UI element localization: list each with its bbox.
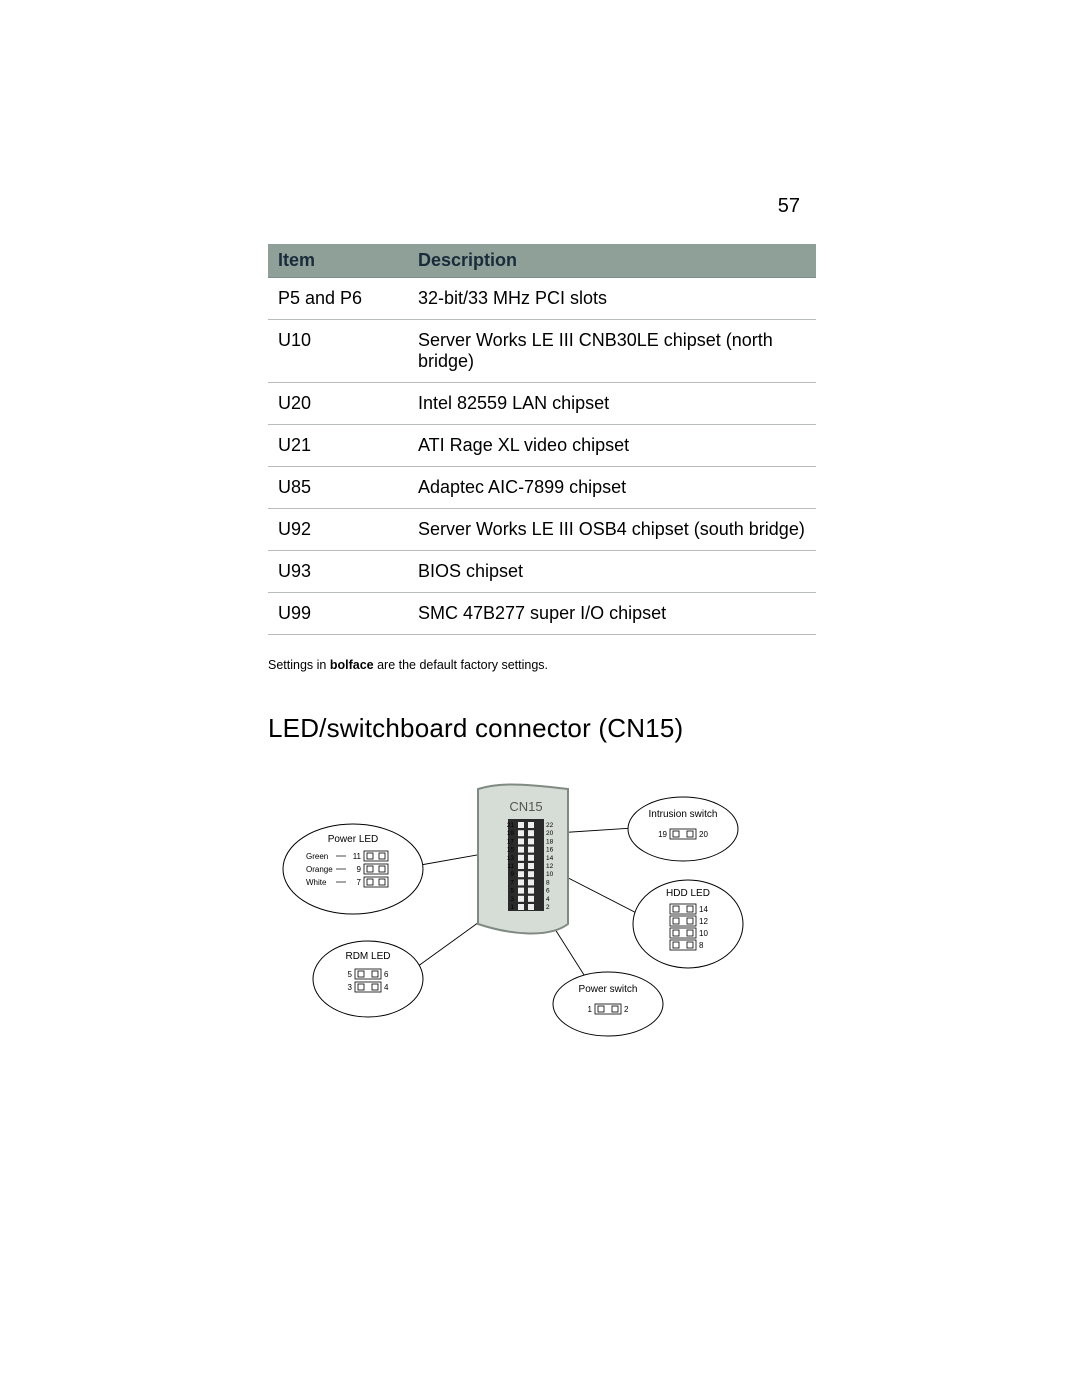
svg-text:3: 3 (510, 895, 514, 902)
svg-text:5: 5 (348, 970, 353, 979)
svg-text:10: 10 (546, 871, 554, 878)
svg-text:14: 14 (546, 854, 554, 861)
table-row: P5 and P632-bit/33 MHz PCI slots (268, 278, 816, 320)
cell-item: U21 (268, 425, 408, 467)
cell-item: U20 (268, 383, 408, 425)
cell-item: U85 (268, 467, 408, 509)
table-row: U21ATI Rage XL video chipset (268, 425, 816, 467)
svg-text:21: 21 (507, 822, 515, 829)
header-description: Description (408, 244, 816, 278)
svg-text:6: 6 (546, 887, 550, 894)
footnote-prefix: Settings in (268, 658, 330, 672)
footnote-bold: bolface (330, 658, 374, 672)
svg-text:1: 1 (588, 1005, 593, 1014)
svg-text:22: 22 (546, 822, 554, 829)
svg-text:2: 2 (624, 1005, 629, 1014)
cell-item: U92 (268, 509, 408, 551)
cell-item: U10 (268, 320, 408, 383)
svg-text:2: 2 (546, 904, 550, 911)
table-row: U92Server Works LE III OSB4 chipset (sou… (268, 509, 816, 551)
svg-text:4: 4 (546, 895, 550, 902)
table-row: U20Intel 82559 LAN chipset (268, 383, 816, 425)
page-number: 57 (778, 195, 800, 218)
svg-text:10: 10 (699, 929, 708, 938)
cell-description: SMC 47B277 super I/O chipset (408, 593, 816, 635)
connector-label: CN15 (509, 799, 542, 814)
table-header-row: Item Description (268, 244, 816, 278)
svg-text:11: 11 (353, 852, 362, 861)
svg-text:1: 1 (510, 904, 514, 911)
svg-text:5: 5 (510, 887, 514, 894)
svg-text:16: 16 (546, 846, 554, 853)
table-row: U85Adaptec AIC-7899 chipset (268, 467, 816, 509)
cell-description: Adaptec AIC-7899 chipset (408, 467, 816, 509)
svg-text:12: 12 (699, 917, 708, 926)
table-row: U93BIOS chipset (268, 551, 816, 593)
svg-text:8: 8 (699, 941, 704, 950)
svg-text:9: 9 (357, 865, 362, 874)
power-led-bubble: Power LED Green 11 Orange 9 White 7 (283, 824, 423, 914)
footnote: Settings in bolface are the default fact… (268, 657, 816, 675)
svg-text:12: 12 (546, 863, 554, 870)
table-row: U10Server Works LE III CNB30LE chipset (… (268, 320, 816, 383)
cell-item: P5 and P6 (268, 278, 408, 320)
connector-body: CN15 21221920171815161314111291078563412 (478, 784, 568, 933)
connector-diagram: CN15 21221920171815161314111291078563412… (268, 779, 816, 1059)
spec-table: Item Description P5 and P632-bit/33 MHz … (268, 244, 816, 635)
cell-description: 32-bit/33 MHz PCI slots (408, 278, 816, 320)
svg-text:19: 19 (507, 830, 515, 837)
svg-text:7: 7 (357, 878, 362, 887)
intrusion-title: Intrusion switch (649, 809, 718, 820)
power-switch-bubble: Power switch 1 2 (553, 972, 663, 1036)
page: 57 Item Description P5 and P632-bit/33 M… (0, 0, 1080, 1397)
section-heading: LED/switchboard connector (CN15) (268, 713, 816, 744)
svg-text:14: 14 (699, 905, 708, 914)
svg-text:20: 20 (699, 830, 708, 839)
header-item: Item (268, 244, 408, 278)
power-led-color: Green (306, 852, 328, 861)
hdd-led-bubble: HDD LED 14 12 10 8 (633, 880, 743, 968)
svg-text:11: 11 (507, 863, 514, 870)
cell-description: Server Works LE III OSB4 chipset (south … (408, 509, 816, 551)
svg-text:9: 9 (510, 871, 514, 878)
svg-text:4: 4 (384, 983, 389, 992)
rdm-led-title: RDM LED (345, 951, 390, 962)
svg-text:18: 18 (546, 838, 554, 845)
svg-text:17: 17 (507, 838, 515, 845)
cell-description: BIOS chipset (408, 551, 816, 593)
cell-item: U93 (268, 551, 408, 593)
power-led-color: White (306, 878, 327, 887)
cell-description: ATI Rage XL video chipset (408, 425, 816, 467)
svg-text:19: 19 (658, 830, 667, 839)
cell-item: U99 (268, 593, 408, 635)
svg-text:13: 13 (507, 854, 515, 861)
power-led-title: Power LED (328, 834, 379, 845)
svg-text:7: 7 (510, 879, 514, 886)
hdd-led-title: HDD LED (666, 888, 710, 899)
content-area: Item Description P5 and P632-bit/33 MHz … (268, 244, 816, 1059)
power-led-color: Orange (306, 865, 333, 874)
intrusion-bubble: Intrusion switch 19 20 (628, 797, 738, 861)
cell-description: Intel 82559 LAN chipset (408, 383, 816, 425)
rdm-led-bubble: RDM LED 5 6 3 4 (313, 941, 423, 1017)
svg-text:15: 15 (507, 846, 515, 853)
svg-text:20: 20 (546, 830, 554, 837)
power-switch-title: Power switch (579, 984, 638, 995)
cell-description: Server Works LE III CNB30LE chipset (nor… (408, 320, 816, 383)
footnote-suffix: are the default factory settings. (374, 658, 548, 672)
table-row: U99SMC 47B277 super I/O chipset (268, 593, 816, 635)
svg-text:6: 6 (384, 970, 389, 979)
svg-text:3: 3 (348, 983, 353, 992)
svg-text:8: 8 (546, 879, 550, 886)
